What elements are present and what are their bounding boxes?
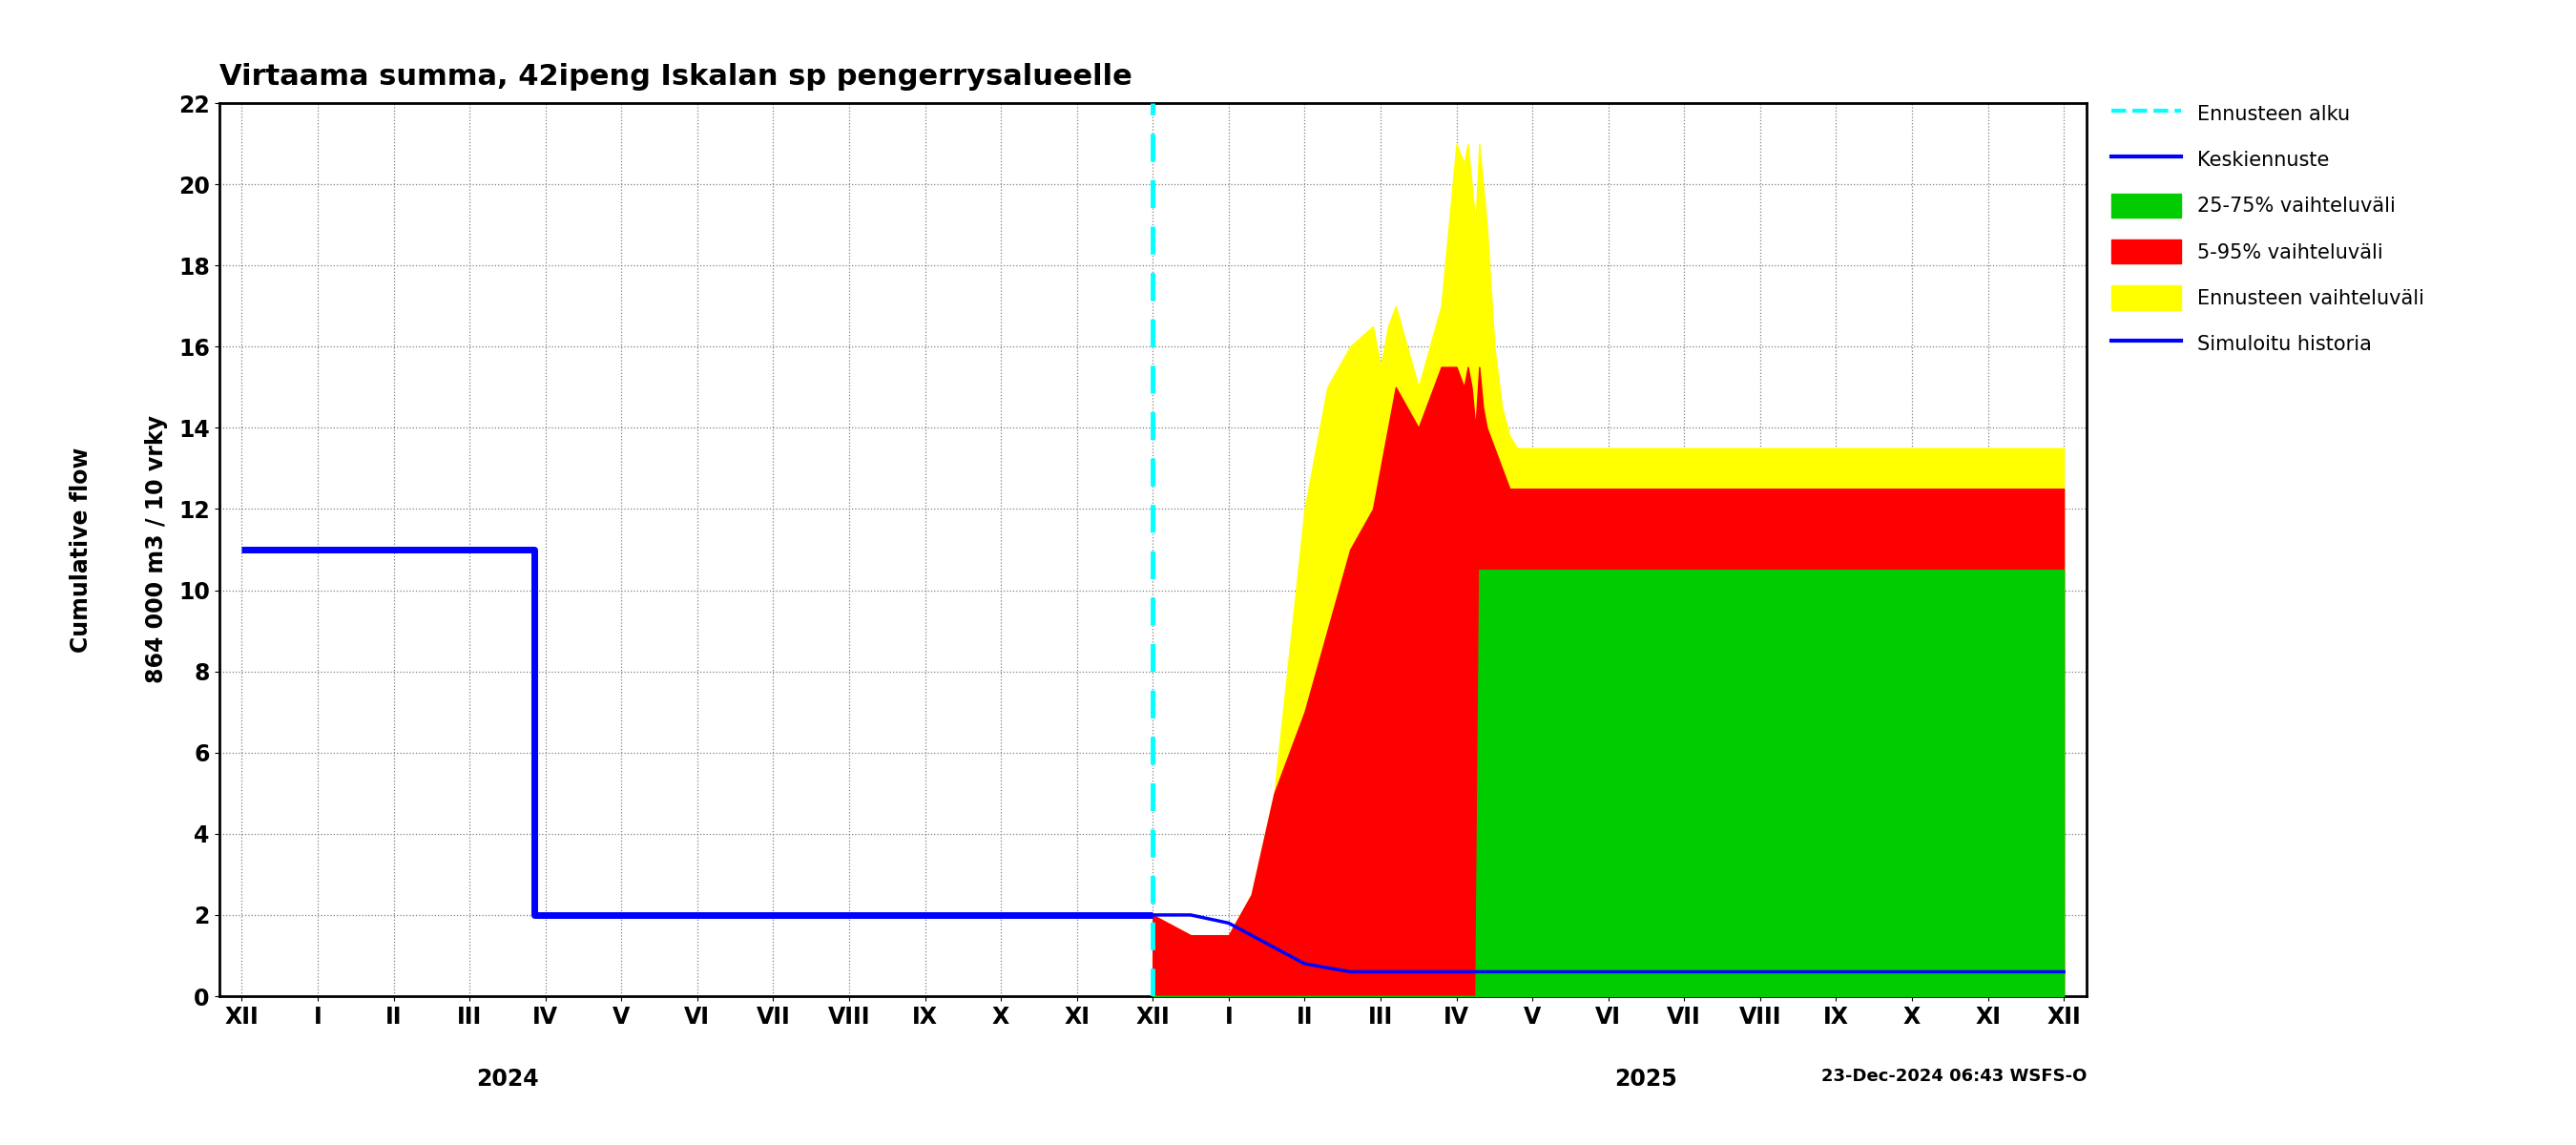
Text: 23-Dec-2024 06:43 WSFS-O: 23-Dec-2024 06:43 WSFS-O	[1821, 1067, 2087, 1084]
Y-axis label: Cumulative flow

864 000 m3 / 10 vrky: Cumulative flow 864 000 m3 / 10 vrky	[70, 416, 167, 684]
Text: 2025: 2025	[1615, 1067, 1677, 1090]
Text: Virtaama summa, 42ipeng Iskalan sp pengerrysalueelle: Virtaama summa, 42ipeng Iskalan sp penge…	[219, 63, 1131, 90]
Text: 2024: 2024	[477, 1067, 538, 1090]
Legend: Ennusteen alku, Keskiennuste, 25-75% vaihteluväli, 5-95% vaihteluväli, Ennusteen: Ennusteen alku, Keskiennuste, 25-75% vai…	[2105, 95, 2429, 362]
